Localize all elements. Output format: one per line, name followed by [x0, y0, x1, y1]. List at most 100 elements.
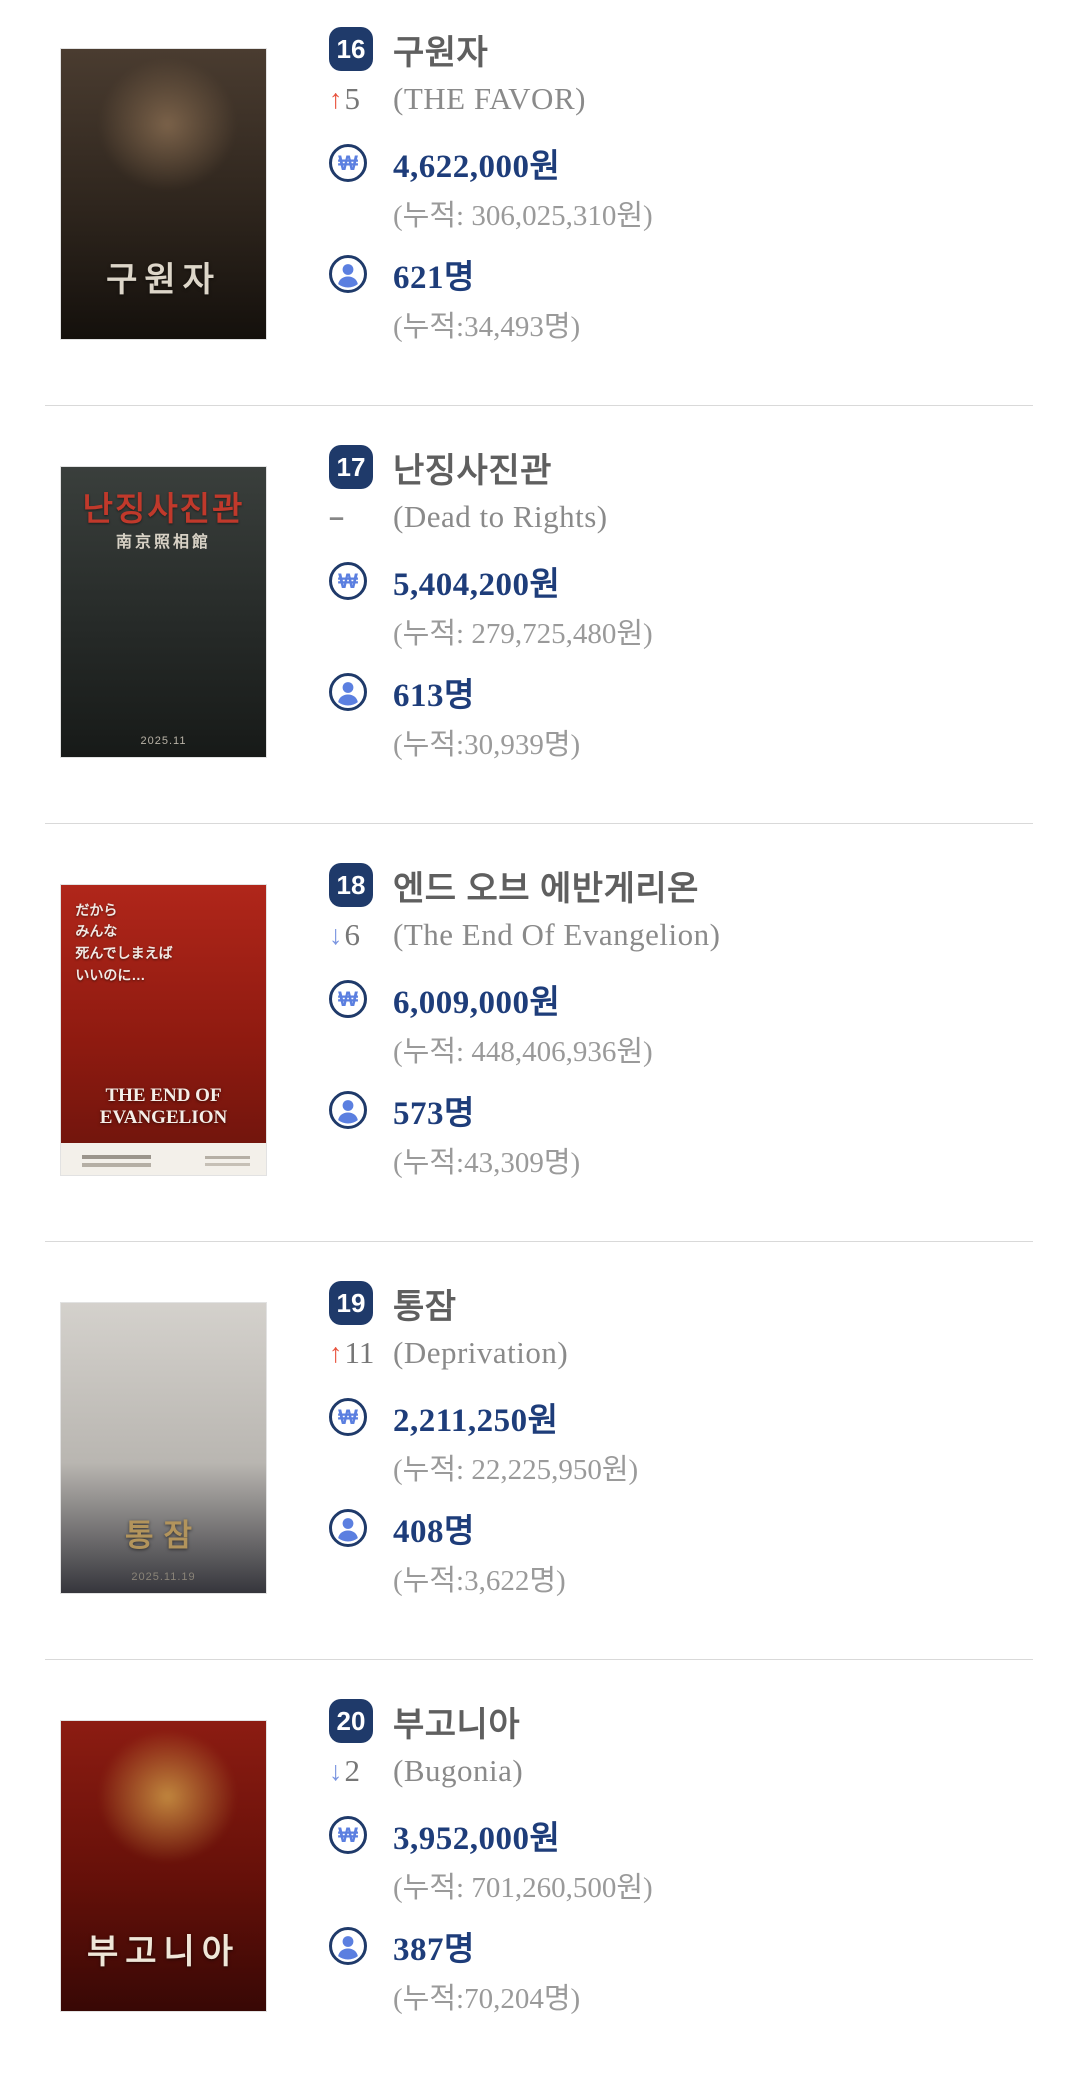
daily-audience: 613명 — [393, 678, 475, 714]
title-line: 20 부고니아 — [329, 1696, 1033, 1746]
won-icon: ₩ — [329, 1398, 367, 1436]
movie-row: 통잠 2025.11.19 19 통잠 ↑ 11 (Deprivation) ₩… — [45, 1241, 1033, 1659]
cumulative-audience: (누적:70,204명) — [393, 1983, 581, 2015]
movie-poster[interactable]: 부고니아 — [60, 1720, 267, 2012]
audience-line: 621명 — [329, 249, 1033, 299]
cumulative-revenue: (누적: 306,025,310원) — [393, 200, 653, 232]
poster-accent — [97, 1729, 238, 1864]
movie-poster[interactable]: 통잠 2025.11.19 — [60, 1302, 267, 1594]
revenue-line: ₩ 3,952,000원 — [329, 1810, 1033, 1860]
movie-info: 19 통잠 ↑ 11 (Deprivation) ₩ 2,211,250원 (누… — [329, 1278, 1033, 1603]
movie-title-en: (THE FAVOR) — [393, 81, 586, 116]
poster-accent — [97, 57, 238, 192]
rank-change-value: 2 — [344, 1753, 361, 1788]
rank-change-value: 6 — [344, 917, 361, 952]
cumulative-audience: (누적:30,939명) — [393, 729, 581, 761]
movie-title[interactable]: 구원자 — [393, 33, 489, 72]
movie-info: 16 구원자 ↑ 5 (THE FAVOR) ₩ 4,622,000원 (누적:… — [329, 24, 1033, 349]
title-line: 19 통잠 — [329, 1278, 1033, 1328]
daily-revenue: 6,009,000원 — [393, 985, 561, 1021]
poster-title-text: THE END OF EVANGELION — [99, 1084, 228, 1128]
person-icon — [338, 1936, 358, 1960]
movie-row: 난징사진관 南京照相館 2025.11 17 난징사진관 – (Dead to … — [45, 405, 1033, 823]
audience-icon — [329, 255, 367, 293]
cumulative-revenue: (누적: 701,260,500원) — [393, 1872, 653, 1904]
poster-art: 통잠 2025.11.19 — [61, 1303, 266, 1593]
poster-subtitle-text: 南京照相館 — [115, 533, 211, 551]
rank-change-line: ↓ 6 (The End Of Evangelion) — [329, 910, 1033, 960]
movie-title[interactable]: 부고니아 — [393, 1705, 521, 1744]
person-icon — [338, 1518, 358, 1542]
cumulative-audience-line: (누적:3,622명) — [329, 1553, 1033, 1603]
poster-title-text: 구원자 — [106, 261, 221, 300]
cumulative-audience: (누적:34,493명) — [393, 311, 581, 343]
revenue-line: ₩ 4,622,000원 — [329, 138, 1033, 188]
movie-title-en: (Bugonia) — [393, 1753, 524, 1788]
revenue-line: ₩ 5,404,200원 — [329, 556, 1033, 606]
movie-poster[interactable]: 구원자 — [60, 48, 267, 340]
poster-art: 구원자 — [61, 49, 266, 339]
audience-line: 613명 — [329, 667, 1033, 717]
revenue-line: ₩ 6,009,000원 — [329, 974, 1033, 1024]
cumulative-audience-line: (누적:34,493명) — [329, 299, 1033, 349]
movie-poster[interactable]: 난징사진관 南京照相館 2025.11 — [60, 466, 267, 758]
audience-line: 387명 — [329, 1921, 1033, 1971]
won-icon: ₩ — [329, 562, 367, 600]
cumulative-revenue: (누적: 22,225,950원) — [393, 1454, 639, 1486]
rank-change-line: ↑ 5 (THE FAVOR) — [329, 74, 1033, 124]
audience-line: 573명 — [329, 1085, 1033, 1135]
daily-revenue: 3,952,000원 — [393, 1821, 561, 1857]
audience-icon — [329, 1509, 367, 1547]
movie-title-en: (Dead to Rights) — [393, 499, 608, 534]
movie-poster[interactable]: だから みんな 死んでしまえば いいのに… THE END OF EVANGEL… — [60, 884, 267, 1176]
rank-change-line: – (Dead to Rights) — [329, 492, 1033, 542]
cumulative-revenue-line: (누적: 448,406,936원) — [329, 1024, 1033, 1074]
movie-info: 20 부고니아 ↓ 2 (Bugonia) ₩ 3,952,000원 (누적: … — [329, 1696, 1033, 2021]
revenue-line: ₩ 2,211,250원 — [329, 1392, 1033, 1442]
movie-info: 18 엔드 오브 에반게리온 ↓ 6 (The End Of Evangelio… — [329, 860, 1033, 1185]
poster-art: だから みんな 死んでしまえば いいのに… THE END OF EVANGEL… — [61, 885, 266, 1175]
title-line: 16 구원자 — [329, 24, 1033, 74]
daily-revenue: 5,404,200원 — [393, 567, 561, 603]
person-icon — [338, 1100, 358, 1124]
cumulative-revenue-line: (누적: 701,260,500원) — [329, 1860, 1033, 1910]
rank-change-icon: ↓ — [329, 919, 343, 950]
daily-revenue: 2,211,250원 — [393, 1403, 559, 1439]
rank-change-icon: ↑ — [329, 83, 343, 114]
rank-badge: 16 — [329, 27, 373, 71]
movie-row: だから みんな 死んでしまえば いいのに… THE END OF EVANGEL… — [45, 823, 1033, 1241]
poster-title-text: 부고니아 — [86, 1933, 241, 1972]
rank-change-line: ↑ 11 (Deprivation) — [329, 1328, 1033, 1378]
daily-revenue: 4,622,000원 — [393, 149, 561, 185]
audience-icon — [329, 1091, 367, 1129]
poster-top-text: 난징사진관 — [82, 489, 245, 527]
cumulative-revenue: (누적: 448,406,936원) — [393, 1036, 653, 1068]
movie-row: 부고니아 20 부고니아 ↓ 2 (Bugonia) ₩ 3,952,000원 — [45, 1659, 1033, 2077]
cumulative-revenue: (누적: 279,725,480원) — [393, 618, 653, 650]
daily-audience: 387명 — [393, 1932, 475, 1968]
cumulative-audience: (누적:43,309명) — [393, 1147, 581, 1179]
poster-art: 부고니아 — [61, 1721, 266, 2011]
poster-art: 난징사진관 南京照相館 2025.11 — [61, 467, 266, 757]
title-line: 17 난징사진관 — [329, 442, 1033, 492]
movie-title[interactable]: 난징사진관 — [393, 451, 552, 490]
cumulative-audience-line: (누적:70,204명) — [329, 1971, 1033, 2021]
person-icon — [338, 682, 358, 706]
movie-title-en: (Deprivation) — [393, 1335, 569, 1370]
movie-row: 구원자 16 구원자 ↑ 5 (THE FAVOR) ₩ 4,622,000원 — [45, 0, 1033, 405]
movie-title-en: (The End Of Evangelion) — [393, 917, 721, 952]
rank-change-icon: ↑ — [329, 1337, 343, 1368]
movie-info: 17 난징사진관 – (Dead to Rights) ₩ 5,404,200원… — [329, 442, 1033, 767]
rank-change-value: 5 — [344, 81, 361, 116]
rank-change-value: 11 — [344, 1335, 375, 1370]
poster-top-text: だから みんな 死んでしまえば いいのに… — [75, 901, 173, 983]
poster-date-text: 2025.11 — [140, 734, 187, 747]
rank-change-line: ↓ 2 (Bugonia) — [329, 1746, 1033, 1796]
movie-title[interactable]: 엔드 오브 에반게리온 — [393, 869, 699, 908]
title-line: 18 엔드 오브 에반게리온 — [329, 860, 1033, 910]
poster-title-text: 통잠 — [124, 1518, 203, 1554]
daily-audience: 621명 — [393, 260, 475, 296]
movie-title[interactable]: 통잠 — [393, 1287, 457, 1326]
rank-change-icon: ↓ — [329, 1755, 343, 1786]
daily-audience: 573명 — [393, 1096, 475, 1132]
